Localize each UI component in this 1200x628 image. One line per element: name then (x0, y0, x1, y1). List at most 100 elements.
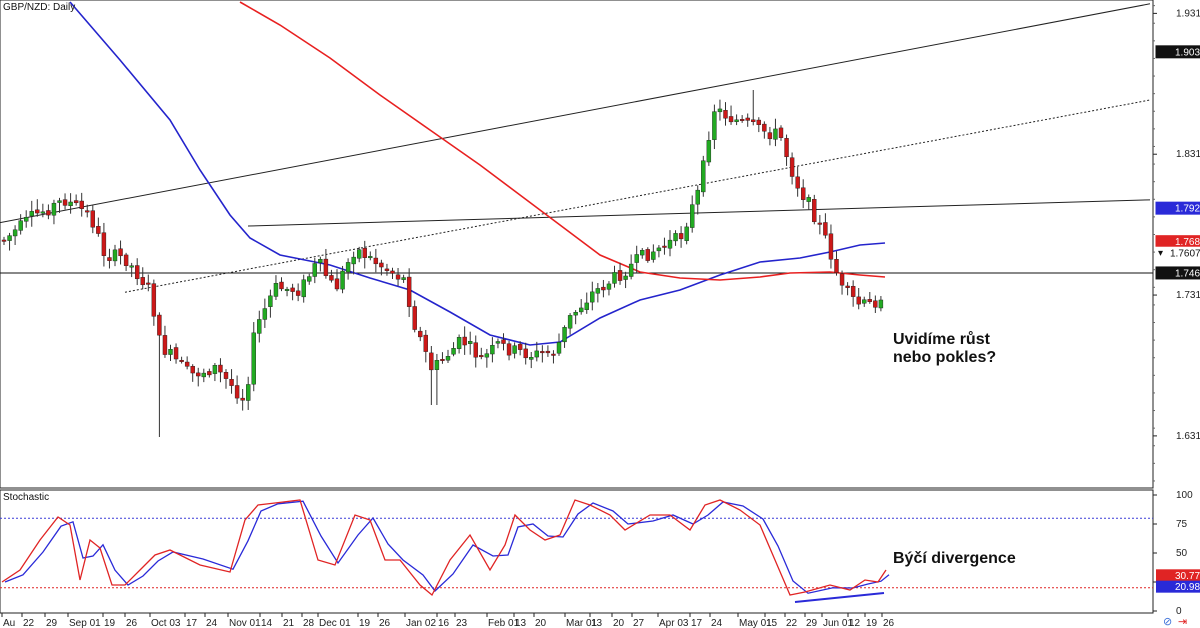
candle-body (384, 268, 390, 271)
price-tag-box (1155, 45, 1200, 59)
candle-body (845, 285, 850, 288)
candle-body (684, 226, 689, 241)
candle-body (867, 299, 872, 302)
candle-body (573, 311, 578, 316)
price-tick-label: 1.6310 (1176, 431, 1200, 442)
candle-body (595, 288, 601, 294)
channel-mid-line (124, 99, 1151, 293)
candle-body (734, 119, 739, 122)
time-tick-label: 26 (883, 618, 895, 628)
candle-body (606, 283, 612, 290)
candle-body (801, 187, 806, 200)
time-tick-label: Mar 01 (566, 618, 598, 628)
candle-body (51, 202, 57, 216)
candle-body (795, 176, 800, 189)
time-tick-label: 23 (456, 618, 468, 628)
ma-red-line (239, 1, 886, 281)
candle-body (62, 199, 68, 206)
candle-body (723, 110, 728, 119)
link-icon[interactable]: ⊘ (1163, 615, 1172, 628)
time-tick-label: Oct 03 (151, 618, 181, 628)
candle-body (706, 140, 712, 163)
candle-body (617, 270, 623, 281)
time-tick-label: Dec 01 (319, 618, 351, 628)
time-tick-label: 24 (711, 618, 723, 628)
candle-body (834, 258, 839, 274)
time-tick-label: 17 (691, 618, 703, 628)
candle-body (179, 359, 184, 362)
time-tick-label: Sep 01 (69, 618, 101, 628)
candle-body (434, 360, 440, 370)
candle-body (273, 283, 279, 297)
candle-body (806, 197, 811, 202)
candle-body (46, 210, 51, 216)
candle-body (862, 299, 867, 304)
price-tag-box (1155, 266, 1200, 280)
time-tick-label: 29 (46, 618, 58, 628)
candle-body (579, 307, 584, 313)
price-panel-frame (0, 0, 1154, 489)
candle-body (323, 258, 329, 276)
time-tick-label: 15 (766, 618, 778, 628)
candle-body (101, 232, 107, 256)
candle-body (184, 361, 190, 367)
candle-body (773, 128, 778, 140)
candle-body (468, 341, 473, 344)
stochastic-k-line (1, 499, 887, 597)
corner-icons[interactable]: ⊘ ⇥ (1163, 615, 1187, 628)
chart-title: GBP/NZD: Daily (3, 2, 75, 13)
time-tick-label: 13 (515, 618, 527, 628)
divergence-line (794, 592, 885, 603)
candle-body (207, 371, 212, 376)
exit-icon[interactable]: ⇥ (1178, 615, 1187, 628)
time-tick-label: 22 (786, 618, 798, 628)
candle-body (68, 201, 73, 207)
candle-body (85, 210, 90, 213)
price-tags: 1.9037 1.7927 1.7689 ▾ 1.7607 1.7467 (1155, 45, 1200, 280)
candle-body (245, 384, 251, 401)
price-tag-label: 1.7607 (1170, 249, 1200, 260)
candle-body (656, 247, 662, 252)
candle-body (151, 283, 157, 317)
stochastic-tick-label: 75 (1176, 519, 1188, 530)
candle-body (257, 319, 262, 334)
candle-body (451, 348, 456, 355)
candle-body (634, 254, 639, 263)
stochastic-tick-label: 0 (1176, 606, 1182, 617)
price-axis: 1.9310 1.8310 1.7310 1.6310 (1153, 5, 1200, 482)
candle-body (340, 270, 345, 290)
candle-body (440, 359, 445, 361)
candle-body (479, 355, 484, 358)
candle-body (506, 343, 512, 356)
candle-body (878, 299, 884, 309)
candle-body (612, 272, 617, 284)
candle-body (695, 189, 700, 205)
moving-averages (69, 1, 886, 346)
price-tag-label: 1.9037 (1175, 47, 1200, 58)
candle-body (146, 282, 151, 285)
time-tick-label: 13 (591, 618, 603, 628)
candle-body (123, 254, 129, 266)
price-tag-box (1155, 246, 1200, 260)
candle-body (645, 249, 650, 261)
stochastic-lines (1, 499, 890, 603)
time-tick-label: 26 (379, 618, 391, 628)
stochastic-levels (0, 517, 1153, 589)
candle-body (7, 235, 12, 241)
candle-body (473, 342, 478, 358)
time-tick-label: 14 (261, 618, 273, 628)
candle-body (678, 233, 684, 240)
candle-body (357, 249, 362, 259)
candle-body (35, 209, 40, 214)
candle-body (168, 349, 173, 355)
candle-body (673, 233, 678, 242)
candle-body (290, 287, 295, 292)
candle-body (301, 279, 306, 298)
candle-body (379, 262, 384, 268)
candle-body (850, 285, 856, 297)
price-tag-label: 1.7467 (1175, 268, 1200, 279)
candle-body (412, 306, 417, 330)
time-tick-label: May 01 (739, 618, 772, 628)
candle-body (501, 339, 506, 344)
